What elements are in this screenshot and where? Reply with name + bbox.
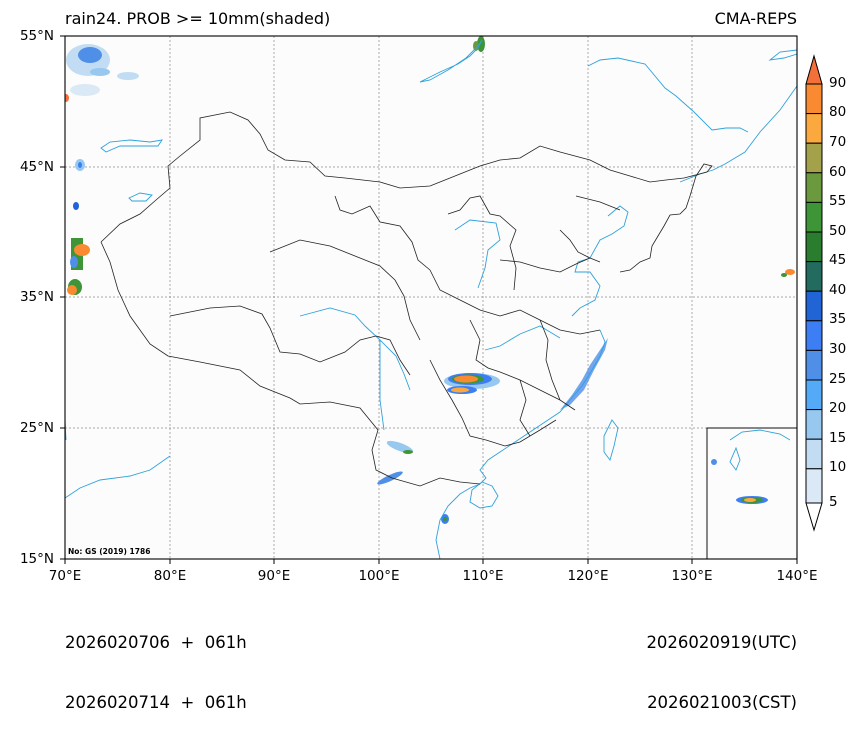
lon-tick-140: 140°E bbox=[776, 568, 818, 584]
lat-tick-15: 15°N bbox=[19, 551, 54, 567]
plot-title: rain24. PROB >= 10mm(shaded) bbox=[65, 9, 331, 28]
gridlines bbox=[65, 36, 797, 559]
lat-tick-35: 35°N bbox=[19, 289, 54, 305]
lat-tick-45: 45°N bbox=[19, 159, 54, 175]
valid-time-utc: 2026020919(UTC) bbox=[646, 633, 797, 652]
map-plot: No: GS (2019) 1786 bbox=[60, 35, 823, 564]
colorbar-label-55: 55 bbox=[829, 193, 847, 209]
colorbar-under-triangle bbox=[805, 502, 823, 532]
tick-marks bbox=[60, 35, 798, 564]
colorbar-label-50: 50 bbox=[829, 223, 847, 239]
colorbar-label-15: 15 bbox=[829, 430, 847, 446]
colorbar-label-80: 80 bbox=[829, 104, 847, 120]
colorbar-label-35: 35 bbox=[829, 311, 847, 327]
colorbar-label-20: 20 bbox=[829, 400, 847, 416]
colorbar-label-10: 10 bbox=[829, 459, 847, 475]
init-time-utc: 2026020706 + 061h bbox=[65, 633, 247, 652]
precip-shading bbox=[65, 36, 795, 524]
lon-tick-70: 70°E bbox=[48, 568, 82, 584]
model-name: CMA-REPS bbox=[714, 9, 797, 28]
lat-tick-25: 25°N bbox=[19, 420, 54, 436]
lat-tick-55: 55°N bbox=[19, 28, 54, 44]
lon-tick-90: 90°E bbox=[257, 568, 291, 584]
colorbar bbox=[805, 54, 823, 532]
colorbar-label-90: 90 bbox=[829, 75, 847, 91]
colorbar-label-5: 5 bbox=[829, 494, 838, 510]
coastlines bbox=[65, 39, 797, 559]
lon-tick-120: 120°E bbox=[567, 568, 609, 584]
colorbar-label-45: 45 bbox=[829, 252, 847, 268]
colorbar-label-40: 40 bbox=[829, 282, 847, 298]
borders bbox=[100, 111, 713, 487]
valid-time-block: 2026020919(UTC) 2026021003(CST) bbox=[646, 593, 797, 733]
colorbar-label-70: 70 bbox=[829, 134, 847, 150]
lon-tick-130: 130°E bbox=[671, 568, 713, 584]
map-review-number: No: GS (2019) 1786 bbox=[68, 547, 150, 556]
valid-time-cst: 2026021003(CST) bbox=[647, 693, 797, 712]
lon-tick-110: 110°E bbox=[462, 568, 504, 584]
lon-tick-100: 100°E bbox=[358, 568, 400, 584]
map-background bbox=[65, 36, 797, 559]
init-time-cst: 2026020714 + 061h bbox=[65, 693, 247, 712]
colorbar-label-60: 60 bbox=[829, 164, 847, 180]
init-time-block: 2026020706 + 061h 2026020714 + 061h bbox=[65, 593, 247, 733]
lon-tick-80: 80°E bbox=[153, 568, 187, 584]
colorbar-label-25: 25 bbox=[829, 371, 847, 387]
colorbar-label-30: 30 bbox=[829, 341, 847, 357]
colorbar-over-triangle bbox=[805, 54, 823, 85]
